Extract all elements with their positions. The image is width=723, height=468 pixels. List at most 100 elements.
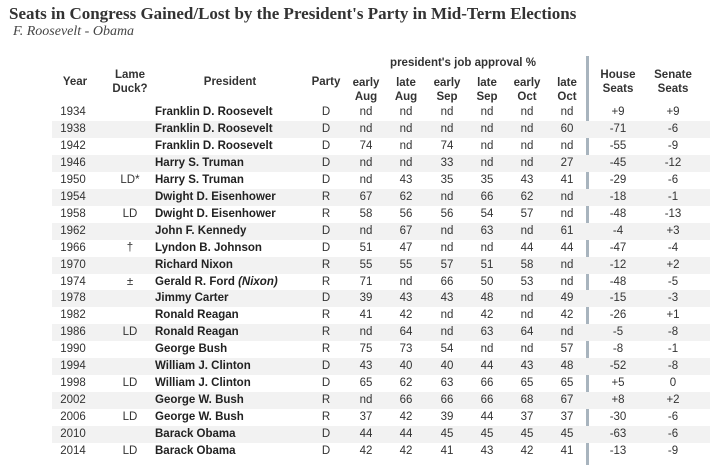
president-name: Franklin D. Roosevelt bbox=[155, 122, 273, 135]
cell-early-aug: 75 bbox=[359, 343, 373, 356]
cell-house-seats: -15 bbox=[609, 292, 627, 305]
cell-lame-duck: LD bbox=[122, 326, 138, 339]
cell-late-aug: 43 bbox=[399, 173, 413, 186]
cell-early-sep: nd bbox=[440, 326, 454, 339]
cell-lame-duck: † bbox=[126, 241, 134, 254]
cell-late-sep: nd bbox=[480, 241, 494, 254]
header-early-oct: early Oct bbox=[513, 77, 541, 103]
cell-year: 1970 bbox=[60, 258, 86, 271]
cell-senate-seats: -12 bbox=[664, 156, 682, 169]
header-senate-seats: Senate Seats bbox=[654, 69, 692, 95]
cell-late-sep: 42 bbox=[480, 309, 494, 322]
cell-early-oct: 42 bbox=[520, 445, 534, 457]
cell-early-aug: nd bbox=[359, 326, 373, 339]
cell-late-sep: 44 bbox=[480, 360, 494, 373]
cell-late-oct: 42 bbox=[560, 309, 574, 322]
cell-late-aug: 42 bbox=[399, 309, 413, 322]
cell-early-aug: 41 bbox=[359, 309, 373, 322]
cell-party: D bbox=[321, 360, 331, 373]
cell-early-aug: nd bbox=[359, 122, 373, 135]
cell-late-sep: nd bbox=[480, 139, 494, 152]
president-name: George W. Bush bbox=[155, 411, 244, 424]
cell-early-sep: 39 bbox=[440, 411, 454, 424]
president-name: Ronald Reagan bbox=[155, 326, 239, 339]
cell-president: William J. Clinton bbox=[155, 375, 305, 392]
table-row: 1990 R 75 73 54 nd nd 57 -8 -1 George Bush bbox=[52, 341, 710, 358]
cell-late-oct: 44 bbox=[560, 241, 574, 254]
cell-late-oct: 27 bbox=[560, 156, 574, 169]
cell-early-oct: nd bbox=[520, 122, 534, 135]
cell-lame-duck bbox=[108, 358, 152, 375]
header-party: Party bbox=[311, 76, 341, 88]
cell-early-sep: 66 bbox=[440, 394, 454, 407]
cell-early-sep: 40 bbox=[440, 360, 454, 373]
cell-late-oct: nd bbox=[560, 326, 574, 339]
cell-senate-seats: +9 bbox=[666, 106, 680, 118]
cell-early-sep: nd bbox=[440, 190, 454, 203]
cell-lame-duck bbox=[108, 121, 152, 138]
header-house-seats: House Seats bbox=[600, 69, 636, 95]
header-early-aug: early Aug bbox=[352, 77, 380, 103]
cell-party: R bbox=[321, 309, 331, 322]
cell-early-aug: 39 bbox=[359, 292, 373, 305]
cell-late-oct: 48 bbox=[560, 360, 574, 373]
table-row: 1966 † D 51 47 nd nd 44 44 -47 -4 Lyndon B. Johnson bbox=[52, 240, 710, 257]
cell-early-aug: 43 bbox=[359, 360, 373, 373]
cell-late-sep: 63 bbox=[480, 326, 494, 339]
cell-early-sep: nd bbox=[440, 106, 454, 118]
cell-lame-duck: LD bbox=[122, 207, 138, 220]
cell-late-oct: nd bbox=[560, 275, 574, 288]
cell-late-aug: 47 bbox=[399, 241, 413, 254]
president-name: Franklin D. Roosevelt bbox=[155, 139, 273, 152]
cell-late-sep: 35 bbox=[480, 173, 494, 186]
cell-early-sep: 45 bbox=[440, 428, 454, 441]
cell-president: Lyndon B. Johnson bbox=[155, 240, 305, 257]
cell-late-sep: nd bbox=[480, 343, 494, 356]
president-note: (Nixon) bbox=[238, 275, 278, 288]
president-name: William J. Clinton bbox=[155, 377, 251, 390]
cell-senate-seats: +3 bbox=[666, 224, 680, 237]
cell-year: 1990 bbox=[60, 343, 86, 356]
cell-late-oct: nd bbox=[560, 207, 574, 220]
table-row: 1994 D 43 40 40 44 43 48 -52 -8 William J. Clinton bbox=[52, 358, 710, 376]
approval-group-header: president's job approval % bbox=[390, 57, 536, 69]
cell-year: 2006 bbox=[60, 411, 86, 424]
cell-early-oct: nd bbox=[520, 309, 534, 322]
cell-senate-seats: 0 bbox=[669, 377, 677, 390]
cell-early-oct: 57 bbox=[520, 207, 534, 220]
cell-lame-duck bbox=[108, 138, 152, 155]
cell-year: 1978 bbox=[60, 292, 86, 305]
cell-president: William J. Clinton bbox=[155, 358, 305, 375]
cell-late-oct: 49 bbox=[560, 292, 574, 305]
header-lame-duck: Lame Duck? bbox=[112, 69, 148, 95]
cell-president: Dwight D. Eisenhower bbox=[155, 189, 305, 206]
cell-president: Harry S. Truman bbox=[155, 155, 305, 172]
cell-late-oct: nd bbox=[560, 139, 574, 152]
cell-late-aug: 67 bbox=[399, 224, 413, 237]
cell-house-seats: -13 bbox=[609, 445, 627, 457]
table-row: 1942 D 74 nd 74 nd nd nd -55 -9 Franklin D. Roosev… bbox=[52, 138, 710, 155]
cell-house-seats: -5 bbox=[612, 326, 624, 339]
table-row: 2014 LD D 42 42 41 43 42 41 -13 -9 Barack Obama bbox=[52, 443, 710, 460]
cell-house-seats: -48 bbox=[609, 207, 627, 220]
cell-lame-duck bbox=[108, 341, 152, 358]
cell-senate-seats: -9 bbox=[667, 139, 679, 152]
cell-president: George W. Bush bbox=[155, 409, 305, 426]
cell-party: D bbox=[321, 292, 331, 305]
cell-senate-seats: -13 bbox=[664, 207, 682, 220]
cell-early-aug: 55 bbox=[359, 258, 373, 271]
cell-year: 1994 bbox=[60, 360, 86, 373]
cell-early-sep: nd bbox=[440, 122, 454, 135]
cell-late-sep: 45 bbox=[480, 428, 494, 441]
president-name: Gerald R. Ford bbox=[155, 275, 239, 288]
cell-late-aug: nd bbox=[399, 106, 413, 118]
table-row: 1998 LD D 65 62 63 66 65 65 +5 0 William J. Clinton bbox=[52, 375, 710, 392]
cell-early-aug: 42 bbox=[359, 445, 373, 457]
cell-early-sep: 41 bbox=[440, 445, 454, 457]
cell-senate-seats: -5 bbox=[667, 275, 679, 288]
cell-late-oct: 67 bbox=[560, 394, 574, 407]
cell-year: 1998 bbox=[60, 377, 86, 390]
cell-president: Ronald Reagan bbox=[155, 307, 305, 324]
cell-early-oct: nd bbox=[520, 343, 534, 356]
